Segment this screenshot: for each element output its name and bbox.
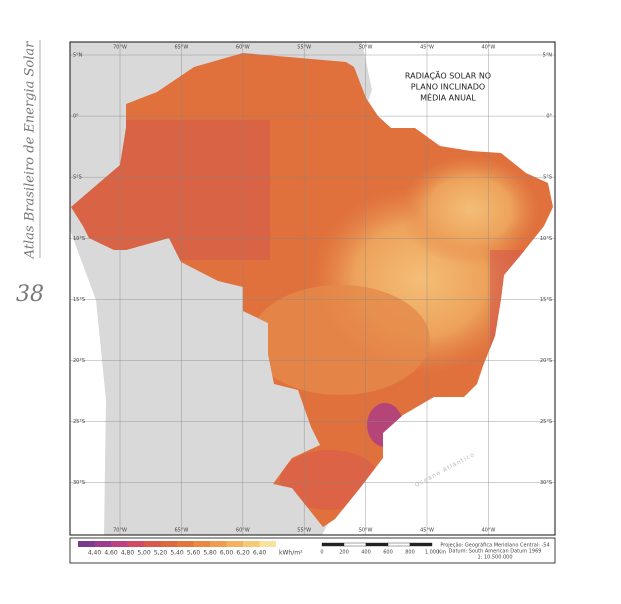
scale-label: 600 <box>383 550 393 556</box>
pacific <box>70 230 106 535</box>
scale-label: 1.000 <box>425 550 439 556</box>
lat-label: 5°N <box>73 53 83 59</box>
lon-label: 60°W <box>236 45 250 51</box>
lat-label: 5°S <box>73 175 82 181</box>
lat-label: 15°S <box>73 297 85 303</box>
legend-unit: kWh/m² <box>279 550 303 557</box>
scale-segment <box>365 542 389 547</box>
legend-label: 6,00 <box>220 550 234 557</box>
map: RADIAÇÃO SOLAR NO PLANO INCLINADO MÉDIA … <box>69 41 556 536</box>
legend-label: 6,40 <box>253 550 267 557</box>
legend-label: 5,80 <box>203 550 217 557</box>
legend-swatch <box>226 541 243 547</box>
legend-swatch <box>193 541 210 547</box>
legend-swatch <box>243 541 260 547</box>
lat-label: 15°S <box>540 297 552 303</box>
page-number: 38 <box>16 282 44 307</box>
legend-frame <box>69 537 556 564</box>
scale-segment <box>321 542 345 547</box>
lat-label: 30°S <box>540 480 552 486</box>
legend-label: 4,80 <box>121 550 135 557</box>
scale-segment <box>343 542 367 547</box>
map-frame <box>69 41 556 536</box>
legend-swatch <box>111 541 128 547</box>
lat-label: 20°S <box>73 358 85 364</box>
lon-label: 50°W <box>359 45 373 51</box>
legend-swatch <box>78 541 95 547</box>
map-title: RADIAÇÃO SOLAR NO PLANO INCLINADO MÉDIA … <box>405 71 491 103</box>
scale-label: 200 <box>339 550 349 556</box>
lon-label: 70°W <box>113 45 127 51</box>
lon-label: 40°W <box>481 528 495 534</box>
scale-segment <box>387 542 411 547</box>
legend-swatch <box>94 541 111 547</box>
legend-swatch <box>144 541 161 547</box>
lon-label: 60°W <box>236 528 250 534</box>
legend-label: 6,20 <box>236 550 250 557</box>
graticule <box>70 42 555 535</box>
note: Datum: South American Datum 1969 <box>449 549 542 555</box>
legend-label: 4,40 <box>88 550 102 557</box>
scale-segment <box>409 542 433 547</box>
lon-label: 55°W <box>297 528 311 534</box>
legend-swatch <box>210 541 227 547</box>
legend-swatch <box>259 541 276 547</box>
legend-swatch <box>177 541 194 547</box>
legend-swatch <box>127 541 144 547</box>
legend-label: 4,60 <box>104 550 118 557</box>
legend-swatch <box>160 541 177 547</box>
legend-label: 5,20 <box>154 550 168 557</box>
lat-label: 25°S <box>540 419 552 425</box>
lat-label: 10°S <box>73 236 85 242</box>
lat-label: 0° <box>73 114 79 120</box>
lat-label: 20°S <box>540 358 552 364</box>
scale-label: 400 <box>361 550 371 556</box>
lon-label: 65°W <box>174 528 188 534</box>
lon-label: 40°W <box>481 45 495 51</box>
lat-label: 0° <box>546 114 552 120</box>
title-line: MÉDIA ANUAL <box>420 92 476 103</box>
lat-label: 5°N <box>543 53 553 59</box>
lat-label: 10°S <box>540 236 552 242</box>
lat-label: 5°S <box>543 175 552 181</box>
title-line: PLANO INCLINADO <box>411 83 485 92</box>
scale-unit: Km <box>438 550 446 556</box>
lon-label: 45°W <box>420 528 434 534</box>
legend-label: 5,00 <box>137 550 151 557</box>
notes: Projeção: Geográfica Meridiano Central: … <box>440 542 549 561</box>
note: 1: 10.500.000 <box>477 555 512 561</box>
side-title: Atlas Brasileiro de Energia Solar <box>23 41 38 260</box>
lon-label: 45°W <box>420 45 434 51</box>
scale-label: 0 <box>320 550 323 556</box>
lat-label: 30°S <box>73 480 85 486</box>
lon-label: 50°W <box>359 528 373 534</box>
note: Projeção: Geográfica Meridiano Central: … <box>440 542 549 549</box>
scale-label: 800 <box>405 550 415 556</box>
legend-label: 5,60 <box>187 550 201 557</box>
legend: 4,40 4,60 4,80 5,00 5,20 5,40 5,60 5,80 6,00 6,20… <box>78 541 303 557</box>
lon-label: 65°W <box>174 45 188 51</box>
title-line: RADIAÇÃO SOLAR NO <box>405 71 491 81</box>
legend-label: 5,40 <box>170 550 184 557</box>
lon-label: 55°W <box>297 45 311 51</box>
lon-label: 70°W <box>113 528 127 534</box>
lat-label: 25°S <box>73 419 85 425</box>
